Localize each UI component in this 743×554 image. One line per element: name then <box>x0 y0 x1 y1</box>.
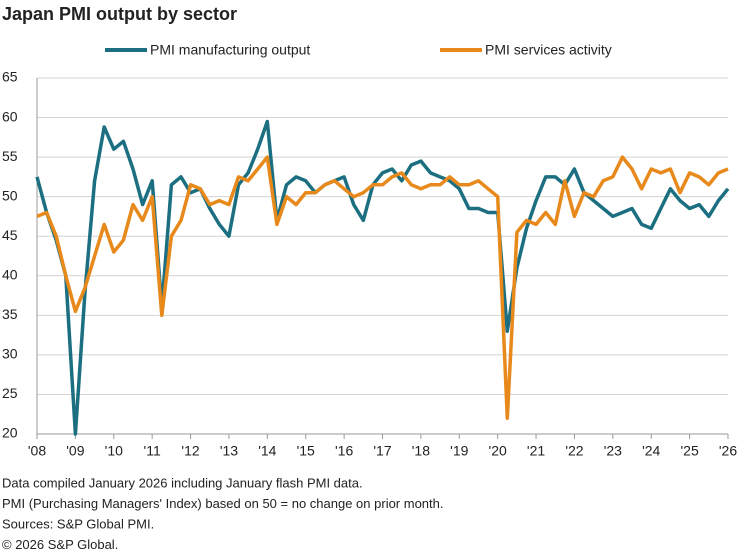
x-tick-label: '13 <box>220 443 238 459</box>
x-tick-label: '15 <box>297 443 315 459</box>
x-tick-label: '22 <box>565 443 583 459</box>
y-tick-label: 35 <box>2 306 18 322</box>
note: © 2026 S&P Global. <box>2 537 118 552</box>
series-line <box>35 119 730 436</box>
y-tick-label: 45 <box>2 227 18 243</box>
x-tick-label: '16 <box>335 443 353 459</box>
y-tick-label: 55 <box>2 148 18 164</box>
x-tick-label: '23 <box>604 443 622 459</box>
y-tick-label: 60 <box>2 108 18 124</box>
x-tick-label: '26 <box>719 443 737 459</box>
y-tick-label: 30 <box>2 346 18 362</box>
x-tick-label: '12 <box>181 443 199 459</box>
x-tick-label: '08 <box>28 443 46 459</box>
x-tick-label: '09 <box>66 443 84 459</box>
y-tick-label: 65 <box>2 69 18 85</box>
y-tick-label: 50 <box>2 187 18 203</box>
x-tick-label: '14 <box>258 443 276 459</box>
x-tick-label: '18 <box>412 443 430 459</box>
y-tick-label: 20 <box>2 425 18 441</box>
x-tick-label: '25 <box>680 443 698 459</box>
x-tick-label: '24 <box>642 443 660 459</box>
chart-title: Japan PMI output by sector <box>2 4 237 24</box>
x-tick-label: '21 <box>527 443 545 459</box>
x-tick-label: '17 <box>373 443 391 459</box>
x-tick-label: '11 <box>144 443 161 459</box>
x-tick-label: '19 <box>450 443 468 459</box>
note: Data compiled January 2026 including Jan… <box>2 475 363 490</box>
note: PMI (Purchasing Managers' Index) based o… <box>2 496 444 511</box>
y-tick-label: 40 <box>2 266 18 282</box>
series-line <box>36 155 729 420</box>
legend-label: PMI manufacturing output <box>150 42 310 58</box>
y-tick-label: 25 <box>2 385 18 401</box>
legend-label: PMI services activity <box>485 42 612 58</box>
x-tick-label: '10 <box>105 443 123 459</box>
note: Sources: S&P Global PMI. <box>2 516 154 531</box>
x-tick-label: '20 <box>489 443 507 459</box>
